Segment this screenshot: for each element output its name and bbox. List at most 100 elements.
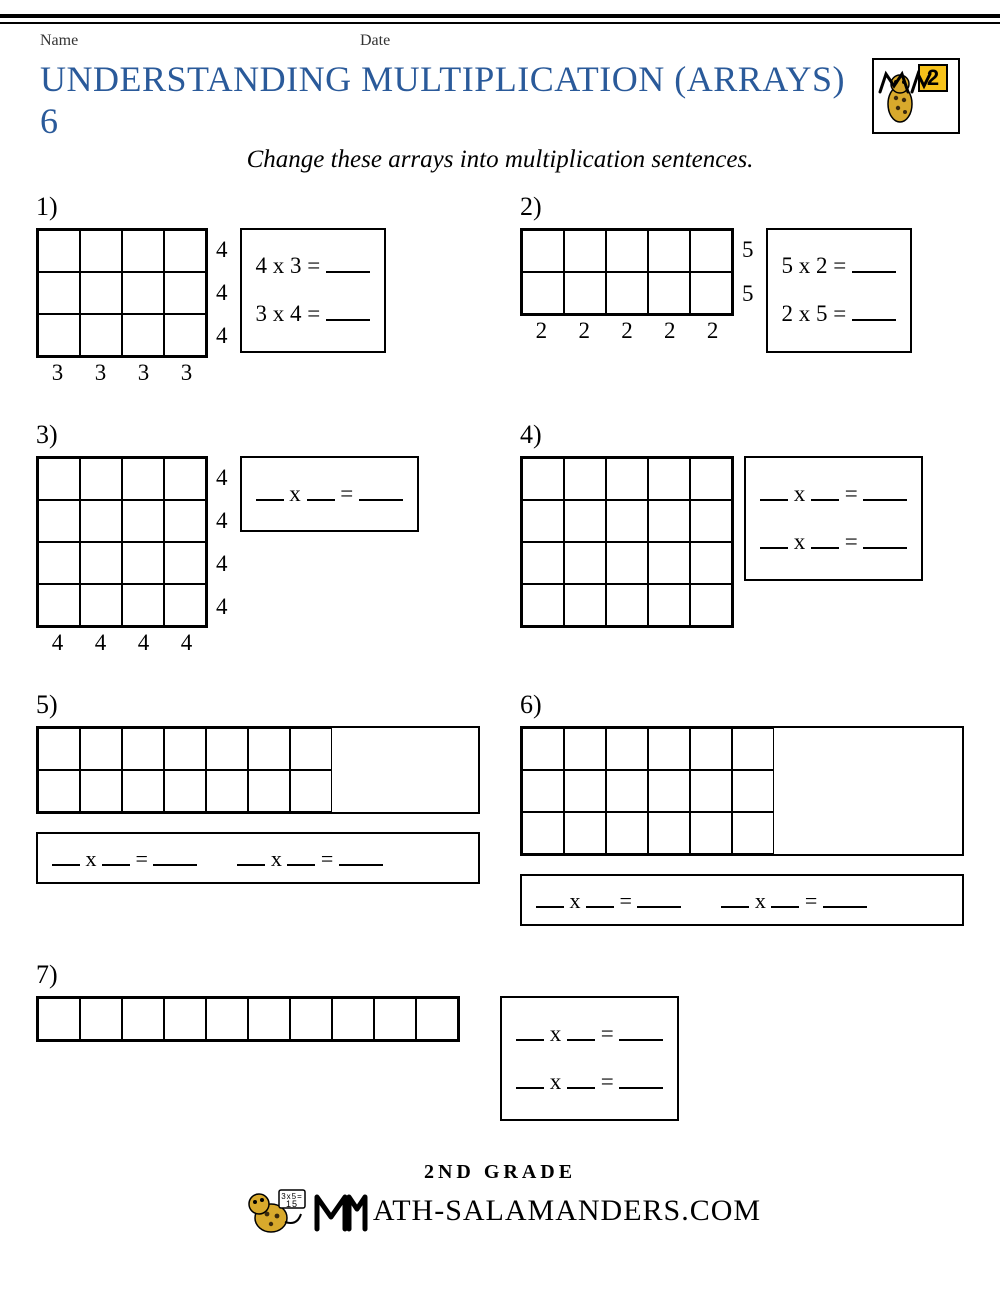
factor-blank[interactable] [811, 526, 839, 549]
array-cell [164, 272, 206, 314]
factor-blank[interactable] [237, 844, 265, 866]
array-cell [248, 770, 290, 812]
col-label: 4 [95, 630, 107, 656]
subtitle: Change these arrays into multiplication … [0, 142, 1000, 192]
factor-blank[interactable] [760, 478, 788, 501]
factor-blank[interactable] [287, 844, 315, 866]
array-cell [374, 998, 416, 1040]
array-grid [36, 456, 208, 628]
array-cell [80, 230, 122, 272]
array-cell [648, 584, 690, 626]
answer-blank[interactable] [637, 886, 681, 908]
array-cell [606, 458, 648, 500]
factor-blank[interactable] [102, 844, 130, 866]
answer-blank[interactable] [326, 298, 370, 321]
answer-blank[interactable] [359, 478, 403, 501]
array-cell [648, 272, 690, 314]
array-cell [522, 770, 564, 812]
factor-blank[interactable] [307, 478, 335, 501]
array-cell [122, 998, 164, 1040]
array-cell [164, 998, 206, 1040]
answer-blank[interactable] [863, 526, 907, 549]
array-cell [564, 728, 606, 770]
array-cell [732, 728, 774, 770]
footer: 2ND GRADE 3x5= 15 ATH-SALAMANDERS.COM [0, 1161, 1000, 1268]
answer-blank[interactable] [339, 844, 383, 866]
array-cell [38, 230, 80, 272]
factor-blank[interactable] [52, 844, 80, 866]
array-cell [606, 272, 648, 314]
array-cell [122, 230, 164, 272]
answer-blank[interactable] [823, 886, 867, 908]
footer-site: 3x5= 15 ATH-SALAMANDERS.COM [0, 1184, 1000, 1238]
array-cell [80, 458, 122, 500]
problem-2: 2) 55 22222 5 x 2 = 2 x 5 = [520, 192, 964, 386]
array-cell [206, 728, 248, 770]
array-cell [648, 542, 690, 584]
array-cell [290, 728, 332, 770]
problem-1: 1) 444 3333 4 x 3 = 3 x 4 = [36, 192, 480, 386]
factor-blank[interactable] [567, 1066, 595, 1089]
row-labels: 55 [740, 228, 756, 316]
array-cell [648, 812, 690, 854]
array-cell [80, 500, 122, 542]
answer-blank[interactable] [852, 298, 896, 321]
array-cell [122, 458, 164, 500]
factor-blank[interactable] [516, 1066, 544, 1089]
row-label: 4 [216, 551, 228, 577]
factor-blank[interactable] [567, 1018, 595, 1041]
array-cell [122, 500, 164, 542]
array-cell [564, 458, 606, 500]
equation-text: 4 x 3 = [256, 253, 321, 278]
answer-blank[interactable] [852, 250, 896, 273]
array-cell [648, 500, 690, 542]
array-cell [690, 542, 732, 584]
array-cell [522, 584, 564, 626]
array-grid [520, 228, 734, 316]
col-label: 3 [138, 360, 150, 386]
array-cell [38, 998, 80, 1040]
array-grid [520, 726, 964, 856]
factor-blank[interactable] [256, 478, 284, 501]
row-label: 4 [216, 465, 228, 491]
answer-blank[interactable] [619, 1018, 663, 1041]
row-label: 4 [216, 280, 228, 306]
footer-grade: 2ND GRADE [0, 1161, 1000, 1184]
array-cell [164, 500, 206, 542]
problem-row-7: 7) x = x = [36, 960, 964, 1121]
footer-site-text: ATH-SALAMANDERS.COM [373, 1194, 761, 1228]
array-cell [564, 584, 606, 626]
factor-blank[interactable] [516, 1018, 544, 1041]
factor-blank[interactable] [721, 886, 749, 908]
array-cell [606, 500, 648, 542]
array-cell [648, 728, 690, 770]
array-cell [648, 770, 690, 812]
array-cell [38, 728, 80, 770]
grade-badge: 2 [872, 58, 960, 134]
problem-4: 4) x = x = [520, 420, 964, 656]
array-cell [690, 812, 732, 854]
answer-blank[interactable] [326, 250, 370, 273]
col-label: 2 [621, 318, 633, 344]
factor-blank[interactable] [771, 886, 799, 908]
factor-blank[interactable] [586, 886, 614, 908]
problem-label: 2) [520, 192, 964, 222]
array-cell [564, 542, 606, 584]
array-cell [38, 542, 80, 584]
svg-text:15: 15 [286, 1199, 298, 1209]
array-cell [606, 812, 648, 854]
array-cell [38, 500, 80, 542]
factor-blank[interactable] [536, 886, 564, 908]
array-cell [164, 458, 206, 500]
answer-blank[interactable] [153, 844, 197, 866]
array-cell [690, 770, 732, 812]
answer-blank[interactable] [619, 1066, 663, 1089]
answer-blank[interactable] [863, 478, 907, 501]
factor-blank[interactable] [760, 526, 788, 549]
equation-text: 2 x 5 = [782, 301, 847, 326]
array-cell [164, 728, 206, 770]
problem-label: 6) [520, 690, 964, 720]
col-label: 2 [536, 318, 548, 344]
factor-blank[interactable] [811, 478, 839, 501]
array-cell [38, 458, 80, 500]
